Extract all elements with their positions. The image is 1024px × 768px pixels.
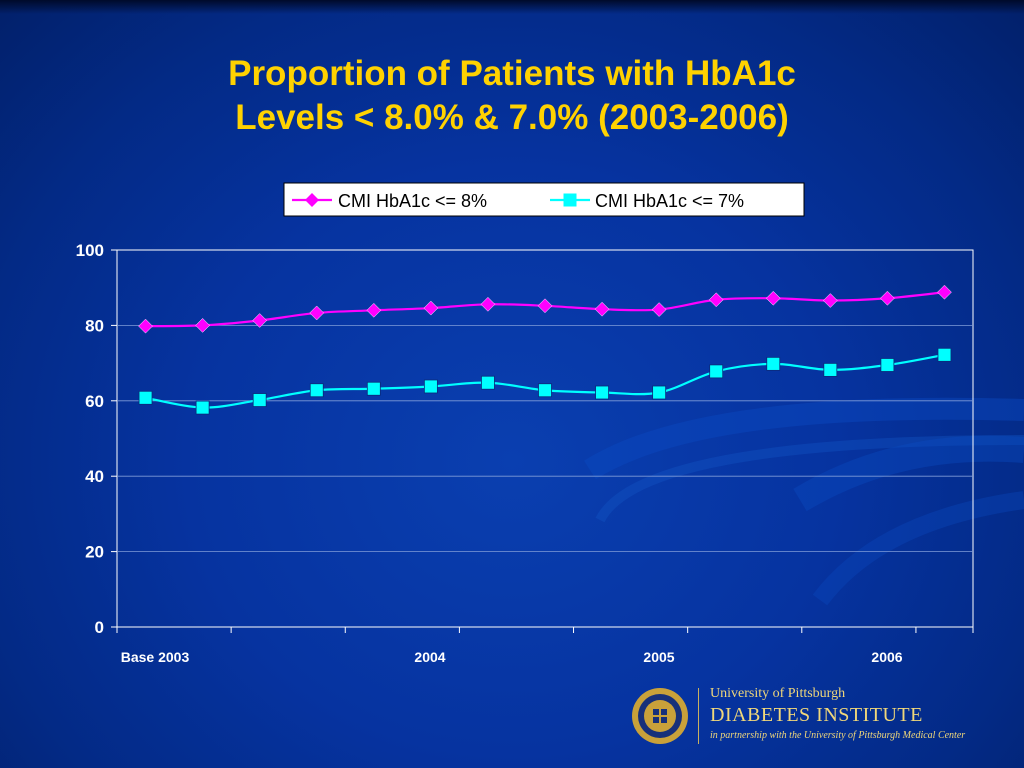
data-point-square bbox=[252, 393, 267, 407]
data-point-diamond bbox=[937, 284, 952, 300]
data-point-diamond bbox=[880, 290, 895, 306]
institute-logo: University of Pittsburgh DIABETES INSTIT… bbox=[630, 686, 1010, 746]
data-point-square bbox=[766, 356, 781, 371]
data-point-square bbox=[709, 364, 724, 379]
top-band bbox=[0, 0, 1024, 14]
data-point-square bbox=[937, 347, 952, 362]
x-tick-label: 2005 bbox=[643, 649, 674, 665]
legend-label: CMI HbA1c <= 8% bbox=[338, 191, 487, 211]
logo-divider bbox=[698, 688, 699, 744]
y-tick-label: 40 bbox=[85, 467, 104, 486]
legend-box bbox=[283, 182, 805, 217]
legend-marker-square bbox=[563, 193, 577, 207]
data-point-diamond bbox=[708, 292, 724, 308]
data-point-square bbox=[138, 390, 153, 405]
data-point-diamond bbox=[309, 305, 325, 321]
x-tick-label: 2006 bbox=[871, 649, 902, 665]
title-line-1: Proportion of Patients with HbA1c bbox=[228, 54, 796, 93]
y-tick-label: 100 bbox=[76, 241, 104, 260]
data-point-diamond bbox=[252, 313, 268, 328]
y-tick-label: 0 bbox=[95, 618, 104, 637]
x-tick-label: 2004 bbox=[414, 649, 445, 665]
data-point-diamond bbox=[594, 301, 610, 317]
data-point-square bbox=[366, 381, 381, 396]
institute-name: University of Pittsburgh bbox=[710, 686, 846, 701]
title-line-2: Levels < 8.0% & 7.0% (2003-2006) bbox=[235, 98, 789, 137]
data-point-square bbox=[423, 379, 438, 394]
y-tick-label: 80 bbox=[85, 316, 104, 335]
data-point-diamond bbox=[765, 290, 781, 306]
data-point-square bbox=[538, 383, 552, 398]
legend-label: CMI HbA1c <= 7% bbox=[595, 191, 744, 211]
institute-title: DIABETES INSTITUTE bbox=[710, 704, 923, 726]
data-point-diamond bbox=[366, 302, 382, 318]
data-point-square bbox=[652, 385, 667, 400]
data-point-diamond bbox=[423, 300, 439, 316]
data-point-diamond bbox=[480, 296, 496, 312]
data-point-square bbox=[595, 385, 609, 400]
data-point-square bbox=[880, 358, 895, 372]
university-seal-icon bbox=[632, 688, 688, 744]
data-point-square bbox=[823, 362, 838, 377]
data-point-square bbox=[481, 375, 495, 390]
y-tick-label: 20 bbox=[85, 543, 104, 562]
y-tick-label: 60 bbox=[85, 392, 104, 411]
data-point-diamond bbox=[195, 318, 210, 333]
plot-area bbox=[116, 249, 974, 628]
institute-subtitle: in partnership with the University of Pi… bbox=[710, 730, 966, 741]
data-point-square bbox=[309, 383, 324, 398]
data-point-diamond bbox=[138, 318, 153, 334]
data-point-diamond bbox=[651, 302, 667, 317]
data-point-square bbox=[195, 400, 210, 415]
data-point-diamond bbox=[822, 293, 838, 308]
x-tick-label: Base 2003 bbox=[121, 649, 190, 665]
slide-title: Proportion of Patients with HbA1c Levels… bbox=[0, 52, 1024, 140]
legend-marker-diamond bbox=[305, 193, 319, 207]
data-point-diamond bbox=[537, 298, 553, 314]
